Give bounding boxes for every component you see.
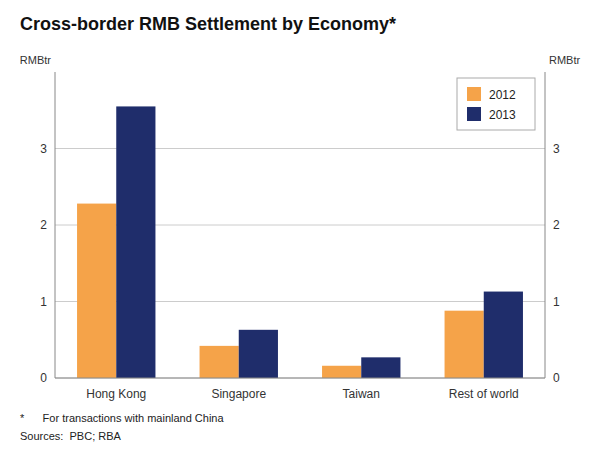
x-tick-label: Singapore: [211, 387, 266, 401]
bars: [77, 106, 523, 378]
y-tick-label: 1: [40, 295, 47, 309]
footnote: Sources: PBC; RBA: [20, 430, 122, 442]
bar: [116, 106, 155, 378]
bar: [484, 292, 523, 378]
bar: [239, 330, 278, 378]
y2-tick-label: 3: [553, 142, 560, 156]
y-tick-label: 0: [40, 371, 47, 385]
y2-axis-line: [545, 72, 546, 378]
y2-tick-label: 0: [553, 371, 560, 385]
legend-label: 2013: [489, 108, 516, 122]
y2-tick-label: 2: [553, 218, 560, 232]
x-tick-label: Hong Kong: [86, 387, 146, 401]
y-axis-line: [55, 72, 56, 378]
bar: [361, 357, 400, 378]
legend-swatch: [467, 87, 481, 101]
title: Cross-border RMB Settlement by Economy*: [20, 14, 396, 34]
x-tick-label: Rest of world: [449, 387, 519, 401]
y2-tick-label: 1: [553, 295, 560, 309]
chart: Cross-border RMB Settlement by Economy* 0…: [0, 0, 600, 465]
y-unit-label: RMBtr: [20, 54, 52, 66]
bar: [200, 346, 239, 378]
legend-box: [457, 78, 535, 130]
x-axis-line: [55, 378, 545, 379]
footnote: * For transactions with mainland China: [20, 412, 224, 424]
x-tick-label: Taiwan: [343, 387, 380, 401]
bar: [445, 311, 484, 378]
bar: [322, 366, 361, 378]
bar: [77, 204, 116, 378]
legend-label: 2012: [489, 88, 516, 102]
y-tick-label: 2: [40, 218, 47, 232]
legend: 2012 2013: [457, 78, 535, 130]
grid-line: [55, 378, 545, 379]
axes: 0 1 2 3 0 1 2 3 Hong Kong Singapore Taiwan Rest of …: [40, 72, 560, 401]
y2-unit-label: RMBtr: [549, 54, 581, 66]
legend-swatch: [467, 107, 481, 121]
y-tick-label: 3: [40, 142, 47, 156]
